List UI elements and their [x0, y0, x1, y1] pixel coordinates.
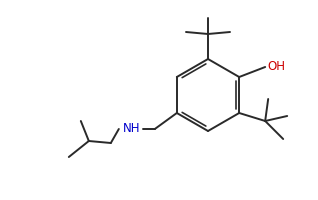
Text: OH: OH [267, 60, 285, 72]
Text: NH: NH [123, 121, 141, 134]
